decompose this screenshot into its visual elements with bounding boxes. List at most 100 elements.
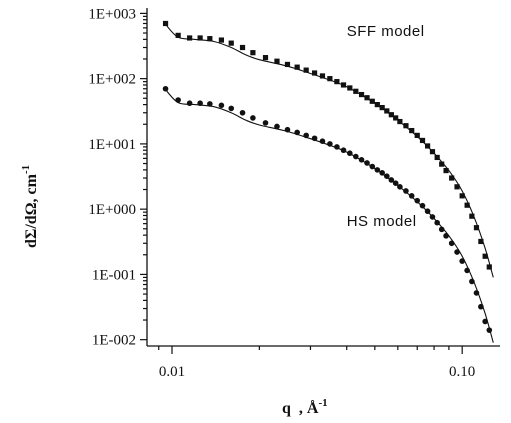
y-tick-label: 1E+000 bbox=[88, 202, 136, 218]
circle-point bbox=[162, 85, 169, 92]
square-point bbox=[239, 44, 246, 51]
square-point bbox=[469, 213, 475, 219]
data-points bbox=[162, 20, 493, 333]
square-point bbox=[449, 175, 455, 181]
circle-point bbox=[250, 115, 256, 121]
circle-point bbox=[186, 100, 193, 107]
fit-curves bbox=[165, 23, 494, 343]
circle-point bbox=[379, 170, 385, 176]
circle-point bbox=[319, 138, 326, 144]
square-point bbox=[443, 167, 449, 174]
circle-point bbox=[369, 163, 376, 170]
square-point bbox=[369, 98, 375, 104]
circle-point bbox=[311, 135, 318, 142]
circle-point bbox=[207, 101, 213, 107]
y-axis-label: dΣ/dΩ, cm-1 bbox=[20, 165, 40, 248]
circle-point bbox=[459, 258, 465, 264]
circle-point bbox=[347, 150, 353, 157]
square-point bbox=[262, 55, 269, 61]
circle-point bbox=[303, 132, 309, 139]
circle-point bbox=[384, 173, 390, 179]
axes bbox=[146, 8, 500, 347]
square-point bbox=[162, 20, 169, 27]
circle-point bbox=[228, 105, 235, 112]
fit-curve-hs bbox=[165, 89, 494, 343]
x-axis-label-sup: -1 bbox=[318, 397, 327, 409]
circle-point bbox=[454, 249, 460, 255]
circle-point bbox=[294, 129, 300, 136]
square-point bbox=[393, 115, 399, 121]
circle-point bbox=[334, 144, 340, 150]
annotation-1: HS model bbox=[347, 213, 417, 230]
square-point bbox=[340, 82, 347, 88]
circle-point bbox=[374, 167, 381, 173]
square-point bbox=[218, 37, 225, 43]
square-point bbox=[434, 154, 440, 161]
square-point bbox=[347, 85, 353, 91]
circle-point bbox=[274, 123, 280, 130]
square-point bbox=[207, 36, 213, 42]
y-tick-label: 1E-001 bbox=[92, 267, 136, 283]
circle-point bbox=[284, 126, 291, 133]
square-point bbox=[424, 143, 431, 149]
circle-point bbox=[438, 226, 445, 233]
circle-point bbox=[175, 97, 181, 103]
circle-point bbox=[478, 303, 484, 310]
x-axis-label: q , Å-1 bbox=[282, 397, 328, 417]
circle-point bbox=[340, 147, 347, 154]
circle-point bbox=[364, 160, 370, 166]
square-point bbox=[250, 50, 256, 56]
y-axis-ticks: 1E+003 1E+002 1E+001 1E+000 1E-001 1E-002 bbox=[88, 6, 147, 349]
circle-point bbox=[262, 120, 269, 126]
square-point bbox=[486, 264, 492, 270]
annotations: SFF model HS model bbox=[347, 23, 425, 230]
square-point bbox=[409, 127, 415, 134]
circle-point bbox=[392, 180, 399, 186]
square-point bbox=[459, 193, 465, 199]
square-point bbox=[374, 102, 380, 108]
square-point bbox=[384, 108, 390, 114]
x-axis-ticks: 0.01 0.10 bbox=[158, 346, 475, 380]
square-point bbox=[175, 32, 181, 38]
y-tick-label: 1E+002 bbox=[88, 72, 136, 88]
circle-point bbox=[419, 202, 426, 209]
circle-point bbox=[464, 267, 470, 274]
y-tick-label: 1E+001 bbox=[88, 137, 136, 153]
square-point bbox=[311, 70, 318, 76]
square-point bbox=[414, 132, 420, 138]
circle-point bbox=[388, 177, 395, 183]
annotation-0: SFF model bbox=[347, 23, 425, 40]
circle-point bbox=[486, 327, 493, 333]
circle-point bbox=[358, 157, 365, 163]
circle-point bbox=[443, 233, 449, 239]
y-tick-label: 1E-002 bbox=[92, 333, 136, 349]
circle-point bbox=[197, 100, 203, 107]
square-point bbox=[429, 149, 436, 155]
square-point bbox=[364, 95, 370, 101]
square-point bbox=[358, 91, 365, 98]
y-axis-label-main: dΣ/dΩ, cm bbox=[23, 173, 40, 248]
circle-point bbox=[408, 193, 415, 199]
square-point bbox=[228, 40, 234, 46]
square-point bbox=[327, 76, 333, 82]
square-point bbox=[274, 58, 280, 64]
square-point bbox=[187, 35, 193, 41]
x-tick-label: 0.10 bbox=[449, 364, 475, 380]
square-point bbox=[419, 137, 426, 144]
square-point bbox=[353, 88, 359, 94]
circle-point bbox=[403, 188, 409, 194]
square-point bbox=[403, 123, 409, 129]
circle-point bbox=[353, 153, 359, 160]
square-point bbox=[397, 118, 403, 125]
square-point bbox=[379, 104, 385, 111]
square-point bbox=[319, 73, 326, 79]
circle-point bbox=[327, 141, 333, 147]
square-point bbox=[473, 225, 480, 231]
square-point bbox=[464, 202, 470, 208]
circle-point bbox=[482, 318, 488, 325]
circle-point bbox=[473, 290, 480, 296]
square-point bbox=[334, 79, 340, 85]
circle-point bbox=[424, 208, 431, 215]
square-point bbox=[482, 253, 488, 259]
